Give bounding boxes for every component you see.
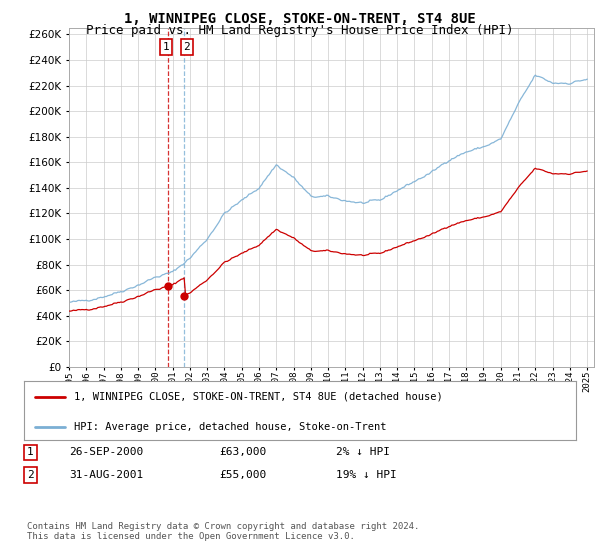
Text: 2: 2 [27,470,34,480]
Text: Price paid vs. HM Land Registry's House Price Index (HPI): Price paid vs. HM Land Registry's House … [86,24,514,37]
Text: 19% ↓ HPI: 19% ↓ HPI [336,470,397,480]
Text: 1, WINNIPEG CLOSE, STOKE-ON-TRENT, ST4 8UE (detached house): 1, WINNIPEG CLOSE, STOKE-ON-TRENT, ST4 8… [74,391,442,402]
Text: 1: 1 [27,447,34,458]
Text: 2% ↓ HPI: 2% ↓ HPI [336,447,390,458]
Text: 1: 1 [163,42,169,52]
Text: 26-SEP-2000: 26-SEP-2000 [69,447,143,458]
Text: HPI: Average price, detached house, Stoke-on-Trent: HPI: Average price, detached house, Stok… [74,422,386,432]
Text: 31-AUG-2001: 31-AUG-2001 [69,470,143,480]
Text: 1, WINNIPEG CLOSE, STOKE-ON-TRENT, ST4 8UE: 1, WINNIPEG CLOSE, STOKE-ON-TRENT, ST4 8… [124,12,476,26]
Text: 2: 2 [184,42,190,52]
Text: £55,000: £55,000 [219,470,266,480]
Text: Contains HM Land Registry data © Crown copyright and database right 2024.
This d: Contains HM Land Registry data © Crown c… [27,522,419,542]
Text: £63,000: £63,000 [219,447,266,458]
